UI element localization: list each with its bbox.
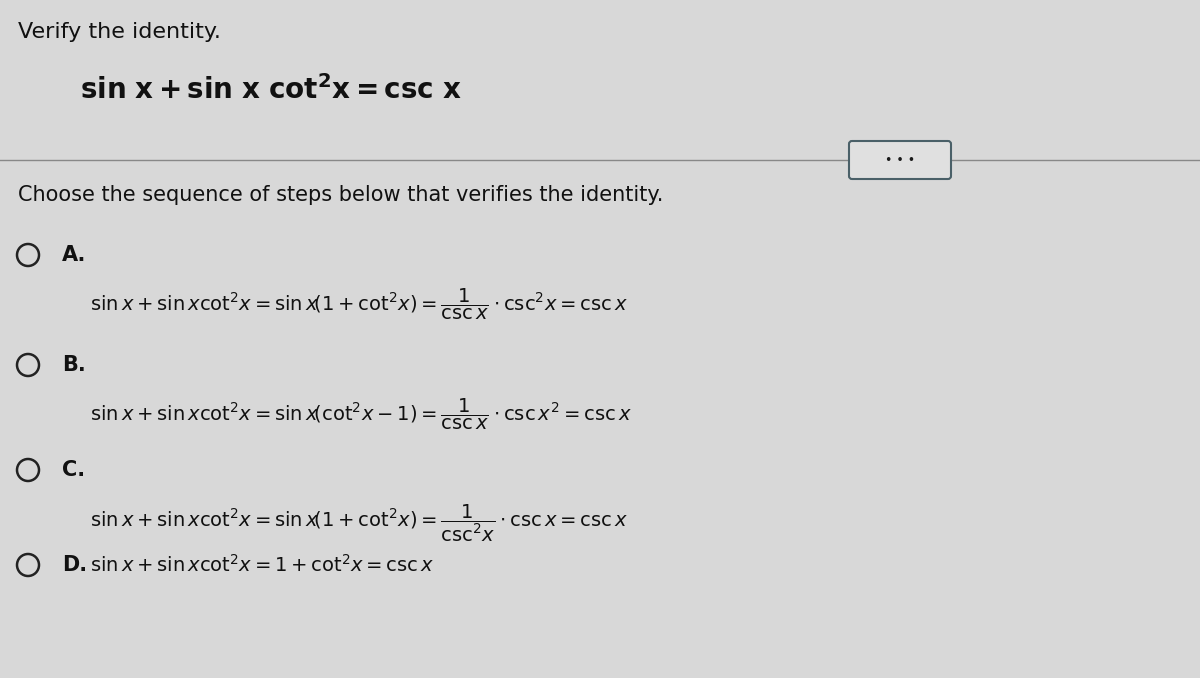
Text: Choose the sequence of steps below that verifies the identity.: Choose the sequence of steps below that … — [18, 185, 664, 205]
Text: • • •: • • • — [884, 153, 916, 167]
Text: $\sin x + \sin x\cot^2\!x = \sin x\!\left(1+\cot^2\!x\right) = \dfrac{1}{\csc^2\: $\sin x + \sin x\cot^2\!x = \sin x\!\lef… — [90, 502, 628, 544]
Text: Verify the identity.: Verify the identity. — [18, 22, 221, 42]
Text: A.: A. — [62, 245, 86, 265]
FancyBboxPatch shape — [850, 141, 952, 179]
Text: $\mathbf{sin\ x + sin\ x\ cot^2x = csc\ x}$: $\mathbf{sin\ x + sin\ x\ cot^2x = csc\ … — [80, 75, 462, 105]
Text: D.: D. — [62, 555, 88, 575]
Text: $\sin x + \sin x\cot^2\!x = \sin x\!\left(1+\cot^2\!x\right) = \dfrac{1}{\csc x}: $\sin x + \sin x\cot^2\!x = \sin x\!\lef… — [90, 287, 628, 322]
Text: $\sin x + \sin x\cot^2\!x = \sin x\!\left(\cot^2\!x-1\right) = \dfrac{1}{\csc x}: $\sin x + \sin x\cot^2\!x = \sin x\!\lef… — [90, 397, 632, 432]
Text: B.: B. — [62, 355, 85, 375]
Text: $\sin x + \sin x\cot^2\!x = 1+\cot^2\!x = \csc x$: $\sin x + \sin x\cot^2\!x = 1+\cot^2\!x … — [90, 554, 434, 576]
Text: C.: C. — [62, 460, 85, 480]
